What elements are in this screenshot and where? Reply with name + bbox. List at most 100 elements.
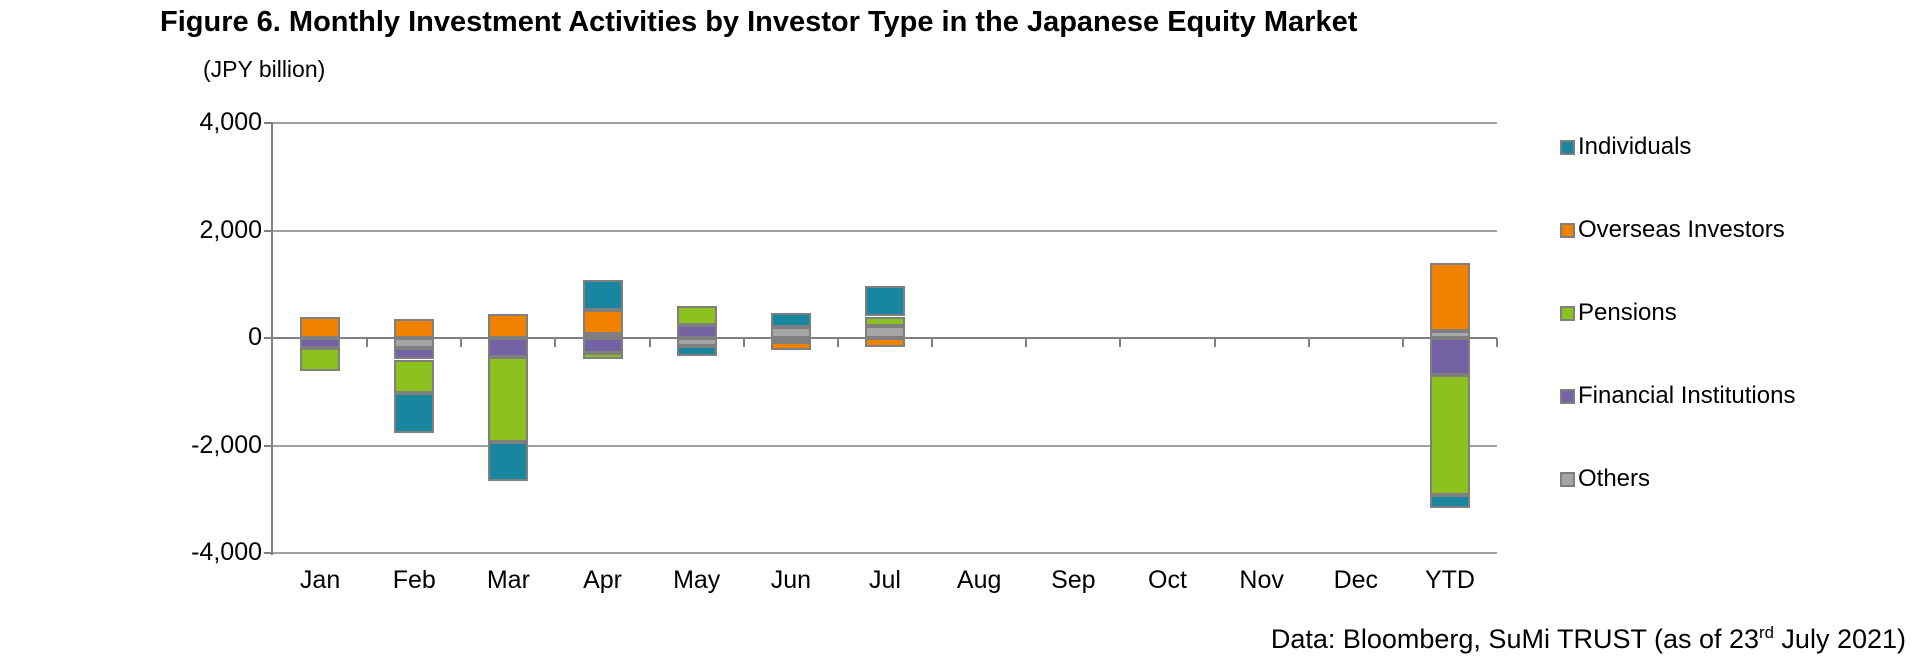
bar-segment xyxy=(1429,338,1470,375)
x-axis-tick-label: Sep xyxy=(1051,566,1096,594)
bar-segment xyxy=(676,346,717,357)
x-axis-tick xyxy=(460,338,463,347)
bar-segment xyxy=(770,341,811,350)
legend: Individuals Overseas Investors Pensions Fin… xyxy=(1560,133,1795,493)
legend-swatch-icon xyxy=(1560,305,1575,321)
y-axis-tick-label: 2,000 xyxy=(199,215,262,244)
bar-segment xyxy=(582,353,623,360)
legend-item: Others xyxy=(1560,465,1795,493)
bar-segment xyxy=(394,347,435,360)
legend-swatch-icon xyxy=(1560,471,1575,487)
x-axis-tick xyxy=(1025,338,1028,347)
x-axis-tick-label: May xyxy=(673,566,721,594)
x-axis-tick xyxy=(1401,338,1404,347)
x-axis-tick xyxy=(554,338,557,347)
bar-segment xyxy=(488,313,529,338)
legend-item: Overseas Investors xyxy=(1560,216,1795,244)
legend-swatch-icon xyxy=(1560,388,1575,404)
bar-segment xyxy=(865,338,905,348)
legend-label: Overseas Investors xyxy=(1578,216,1785,243)
legend-label: Financial Institutions xyxy=(1578,382,1796,409)
x-axis-tick xyxy=(1119,338,1122,347)
legend-item: Individuals xyxy=(1560,133,1795,161)
bar-segment xyxy=(300,316,341,338)
y-axis-tick-label: 4,000 xyxy=(199,108,262,136)
page-title: Figure 6. Monthly Investment Activities … xyxy=(160,6,1358,38)
source-note-superscript: rd xyxy=(1759,623,1774,642)
bar-segment xyxy=(1429,263,1470,331)
x-axis-tick-label: Jun xyxy=(770,566,812,594)
bar-segment xyxy=(300,347,341,371)
y-axis-tick xyxy=(264,552,273,554)
bar-segment xyxy=(488,338,529,358)
bar-segment xyxy=(300,338,341,348)
gridline xyxy=(273,122,1497,124)
legend-label: Individuals xyxy=(1578,133,1692,160)
x-axis-tick xyxy=(648,338,651,347)
bar-segment xyxy=(1429,331,1470,338)
legend-label: Others xyxy=(1578,465,1651,492)
x-axis-tick xyxy=(836,338,839,347)
gridline xyxy=(273,229,1497,232)
legend-swatch-icon xyxy=(1560,222,1575,238)
y-axis-tick xyxy=(264,229,273,232)
bar-segment xyxy=(676,306,717,326)
x-axis-tick-label: Jul xyxy=(869,566,901,594)
gridline xyxy=(273,444,1497,447)
x-axis-tick xyxy=(742,338,745,347)
source-note: Data: Bloomberg, SuMi TRUST (as of 23rd … xyxy=(1271,624,1906,655)
source-note-suffix: July 2021) xyxy=(1773,624,1906,654)
legend-swatch-icon xyxy=(1560,139,1575,155)
x-axis-tick-label: Dec xyxy=(1333,566,1379,594)
x-axis-tick-label: Mar xyxy=(486,566,530,594)
bar-segment xyxy=(582,333,623,338)
y-axis-tick-labels: 4,000 2,000 0 -2,000 -4,000 xyxy=(0,110,262,565)
x-axis-tick xyxy=(1213,338,1216,347)
y-axis-tick-label: -4,000 xyxy=(191,538,262,566)
source-note-text: Data: Bloomberg, SuMi TRUST (as of 23 xyxy=(1270,624,1760,654)
y-axis-units-label: (JPY billion) xyxy=(203,56,326,82)
y-axis-tick-label: 0 xyxy=(248,323,262,351)
x-axis-tick xyxy=(931,338,934,347)
y-axis-line xyxy=(271,123,273,555)
x-axis-tick-label: Apr xyxy=(583,566,622,594)
legend-item: Pensions xyxy=(1560,299,1795,327)
x-axis-tick-labels: Jan Feb Mar Apr May Jun Jul Aug Sep Oct Nov Dec YTD xyxy=(273,566,1497,595)
bar-segment xyxy=(582,279,623,311)
bar-segment xyxy=(582,310,623,334)
y-axis-tick-label: -2,000 xyxy=(191,430,262,459)
x-axis-tick-label: Aug xyxy=(956,566,1002,594)
y-axis-tick xyxy=(264,122,273,124)
legend-label: Pensions xyxy=(1578,299,1677,326)
x-axis-tick-label: Oct xyxy=(1148,566,1187,594)
x-axis-tick xyxy=(366,338,369,347)
x-axis-tick-label: Jan xyxy=(299,566,341,594)
bar-segment xyxy=(488,357,529,443)
bar-segment xyxy=(676,325,717,338)
bar-segment xyxy=(582,338,623,354)
legend-item: Financial Institutions xyxy=(1560,382,1795,410)
x-axis-tick xyxy=(1307,338,1310,347)
y-axis-tick xyxy=(264,444,273,447)
bar-segment xyxy=(394,359,435,393)
bar-segment xyxy=(865,316,905,326)
bar-segment xyxy=(865,325,905,338)
bar-segment xyxy=(1429,494,1470,508)
bar-segment xyxy=(770,313,811,328)
bar-segment xyxy=(394,392,435,434)
bar-segment xyxy=(394,319,435,338)
y-axis-tick xyxy=(264,337,273,339)
x-axis-tick xyxy=(1496,338,1498,347)
x-axis-tick-label: YTD xyxy=(1424,566,1475,594)
bar-segment xyxy=(1429,374,1470,495)
x-axis-tick-label: Feb xyxy=(392,566,436,594)
bar-segment xyxy=(394,338,435,348)
bar-segment xyxy=(488,442,529,481)
x-axis-tick-label: Nov xyxy=(1239,566,1284,594)
bar-segment xyxy=(770,327,811,338)
bar-segment xyxy=(676,338,717,347)
bar-segment xyxy=(770,338,811,342)
bar-segment xyxy=(865,285,905,317)
gridline xyxy=(273,552,1497,554)
